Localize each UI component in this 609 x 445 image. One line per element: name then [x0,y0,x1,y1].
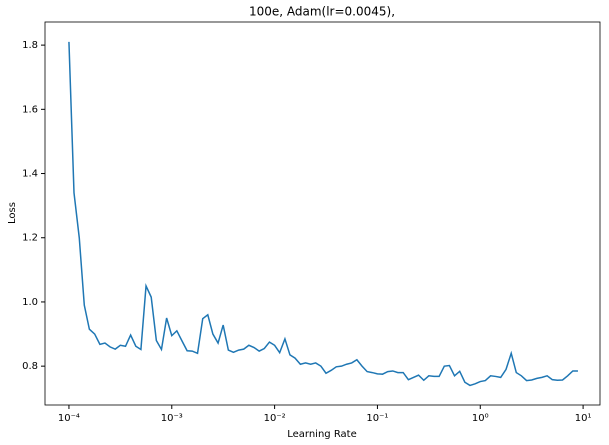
data-line [68,41,578,387]
y-axis-label: Loss [7,202,18,224]
plot-frame [44,21,601,406]
y-tick-label: 1.6 [22,104,38,115]
x-tick-label: 10¹ [575,413,592,424]
x-tick-label: 10⁻³ [161,413,183,424]
y-tick-label: 0.8 [22,361,38,372]
y-tick-label: 1.2 [22,233,38,244]
x-tick-label: 10⁻¹ [366,413,388,424]
y-tick-label: 1.4 [22,169,38,180]
x-tick-label: 10⁰ [472,413,489,424]
x-axis-label: Learning Rate [287,429,357,440]
y-tick-label: 1.8 [22,40,38,51]
x-tick-label: 10⁻² [264,413,286,424]
x-tick-label: 10⁻⁴ [58,413,80,424]
chart-title: 100e, Adam(lr=0.0045), [249,5,395,19]
y-tick-label: 1.0 [22,297,38,308]
